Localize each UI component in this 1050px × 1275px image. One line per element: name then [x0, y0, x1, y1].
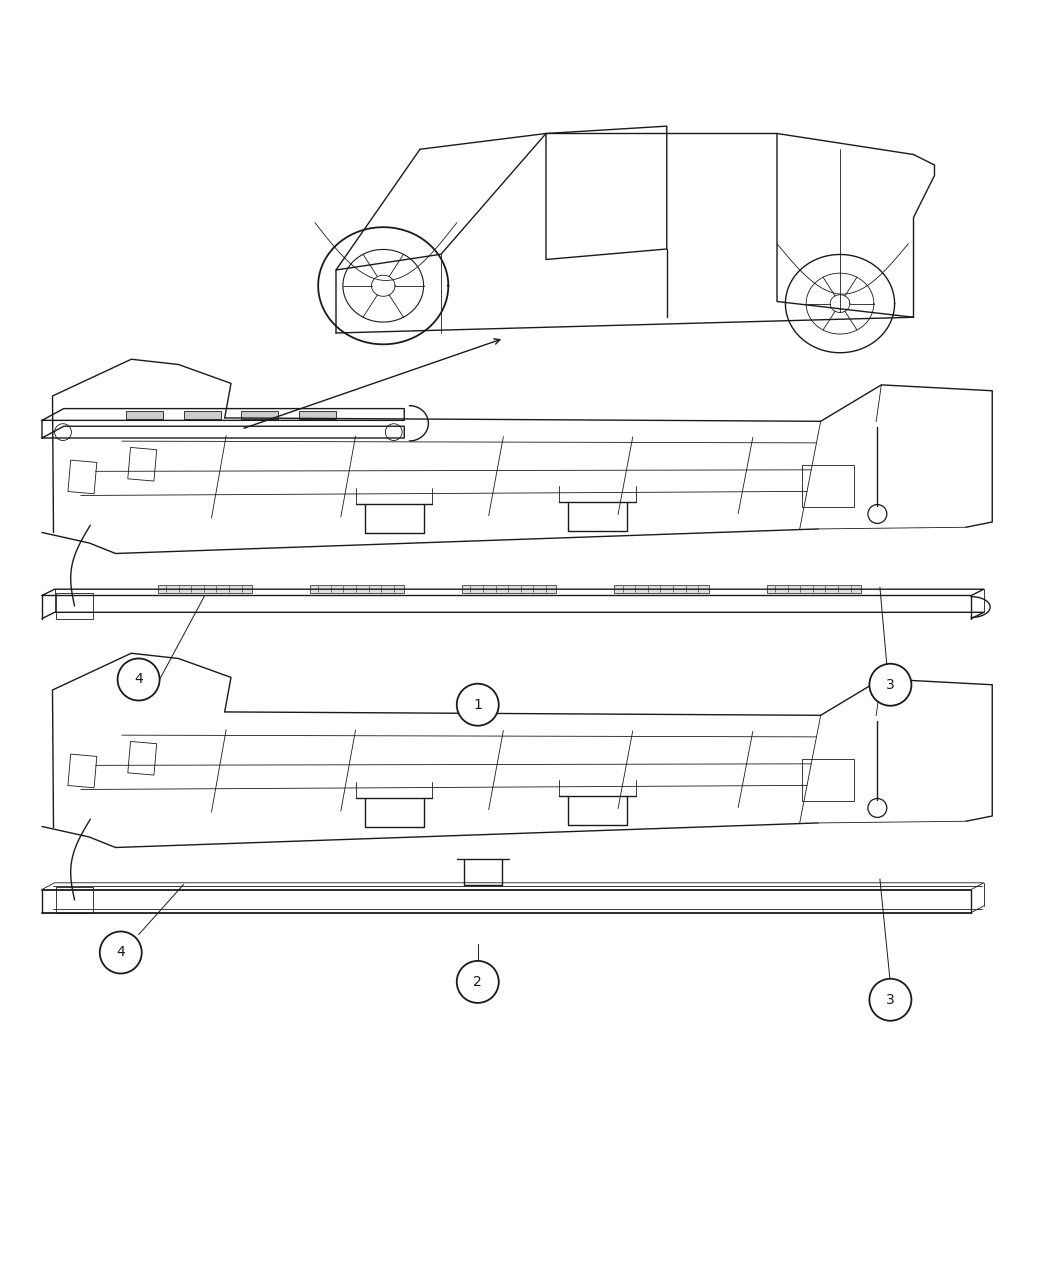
Text: 3: 3 [886, 993, 895, 1007]
Circle shape [457, 961, 499, 1003]
Circle shape [457, 683, 499, 725]
Bar [462, 584, 556, 593]
Bar [801, 465, 854, 507]
Text: 3: 3 [886, 678, 895, 692]
Circle shape [100, 932, 142, 974]
Circle shape [118, 658, 160, 700]
Bar [766, 584, 861, 593]
Bar [242, 411, 278, 419]
Bar [56, 593, 93, 618]
Bar [56, 887, 93, 913]
Bar [68, 754, 97, 788]
Bar [68, 460, 97, 493]
Bar [299, 411, 336, 419]
Circle shape [868, 505, 887, 524]
Bar [801, 759, 854, 801]
Bar [158, 584, 252, 593]
Text: 2: 2 [474, 975, 482, 989]
Bar [126, 411, 163, 419]
Text: 4: 4 [134, 672, 143, 686]
Text: 1: 1 [474, 697, 482, 711]
Text: 4: 4 [117, 946, 125, 960]
Circle shape [869, 664, 911, 706]
Circle shape [868, 798, 887, 817]
Bar [128, 448, 156, 481]
Circle shape [869, 979, 911, 1021]
Bar [128, 742, 156, 775]
Bar [184, 411, 220, 419]
Bar [310, 584, 404, 593]
Bar [614, 584, 709, 593]
